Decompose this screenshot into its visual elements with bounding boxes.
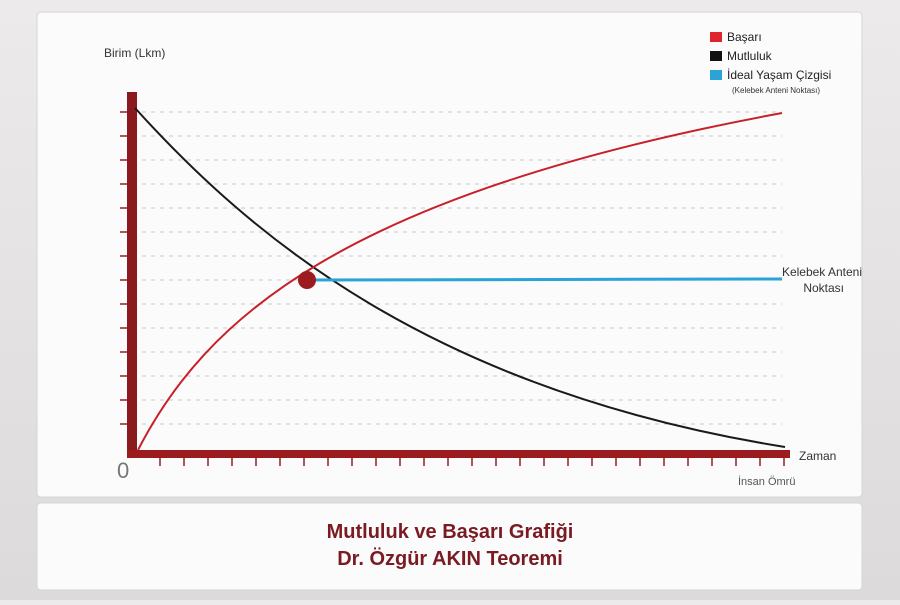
caption-title: Mutluluk ve Başarı Grafiği — [327, 521, 574, 543]
caption-subtitle: Dr. Özgür AKIN Teoremi — [337, 547, 563, 570]
origin-label: 0 — [117, 458, 129, 483]
legend-label: Başarı — [727, 30, 762, 44]
legend-swatch — [710, 70, 722, 80]
annotation: Noktası — [803, 281, 844, 295]
legend-label: Mutluluk — [727, 49, 773, 63]
x-end-label: İnsan Ömrü — [738, 475, 795, 488]
x-axis-label: Zaman — [799, 449, 836, 463]
caption-panel — [36, 502, 863, 591]
y-axis — [127, 92, 137, 458]
x-axis — [127, 450, 790, 458]
annotation: Kelebek Anteni — [782, 265, 862, 279]
happiness-curve — [134, 107, 786, 448]
ideal-line — [306, 277, 783, 282]
success-curve — [137, 112, 783, 451]
axis-ticks — [120, 111, 785, 466]
y-axis-label: Birim (Lkm) — [104, 46, 165, 60]
legend-note: (Kelebek Anteni Noktası) — [732, 86, 820, 95]
legend-swatch — [710, 51, 722, 61]
legend-swatch — [710, 32, 722, 42]
intersection-point — [298, 271, 316, 289]
legend-label: İdeal Yaşam Çizgisi — [727, 68, 831, 82]
